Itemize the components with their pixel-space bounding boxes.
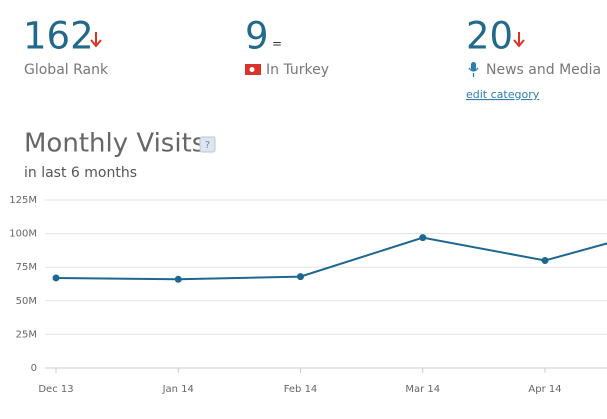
flag-moon [249, 67, 255, 72]
help-icon[interactable] [199, 136, 216, 153]
edit-link[interactable]: edit category [466, 88, 540, 101]
point [174, 275, 182, 283]
stat-change: = [272, 37, 282, 51]
x-tick-label: Feb 14 [284, 384, 318, 395]
chart-subtitle: in last 6 months [24, 165, 137, 181]
point [541, 256, 549, 264]
x-tick-label: Jan 14 [162, 384, 194, 395]
down-arrow [513, 32, 525, 48]
line [55, 236, 607, 281]
y-tick-label: 125M [9, 195, 37, 206]
down-arrow [90, 32, 102, 48]
mic-stand [468, 67, 479, 77]
stat-value: 20 [466, 15, 513, 58]
y-tick-label: 0 [31, 363, 37, 374]
point [52, 274, 60, 282]
chart-title: Monthly Visits [24, 129, 205, 159]
stat-value: 162 [23, 15, 94, 58]
stat-label: In Turkey [266, 62, 329, 78]
point [297, 273, 304, 281]
stat-label: News and Media [486, 62, 601, 78]
x-tick-label: Dec 13 [38, 384, 73, 395]
point [419, 234, 427, 242]
stat-label: Global Rank [24, 62, 109, 78]
stat-value: 9 [245, 15, 269, 58]
y-tick-label: 75M [16, 262, 37, 273]
y-tick-label: 25M [16, 329, 37, 340]
y-tick-label: 50M [16, 296, 37, 307]
y-tick-label: 100M [9, 229, 37, 240]
x-tick-label: Apr 14 [528, 384, 561, 395]
help-text[interactable]: ? [205, 140, 210, 151]
mic-icon [471, 62, 476, 71]
x-tick-label: Mar 14 [405, 384, 440, 395]
